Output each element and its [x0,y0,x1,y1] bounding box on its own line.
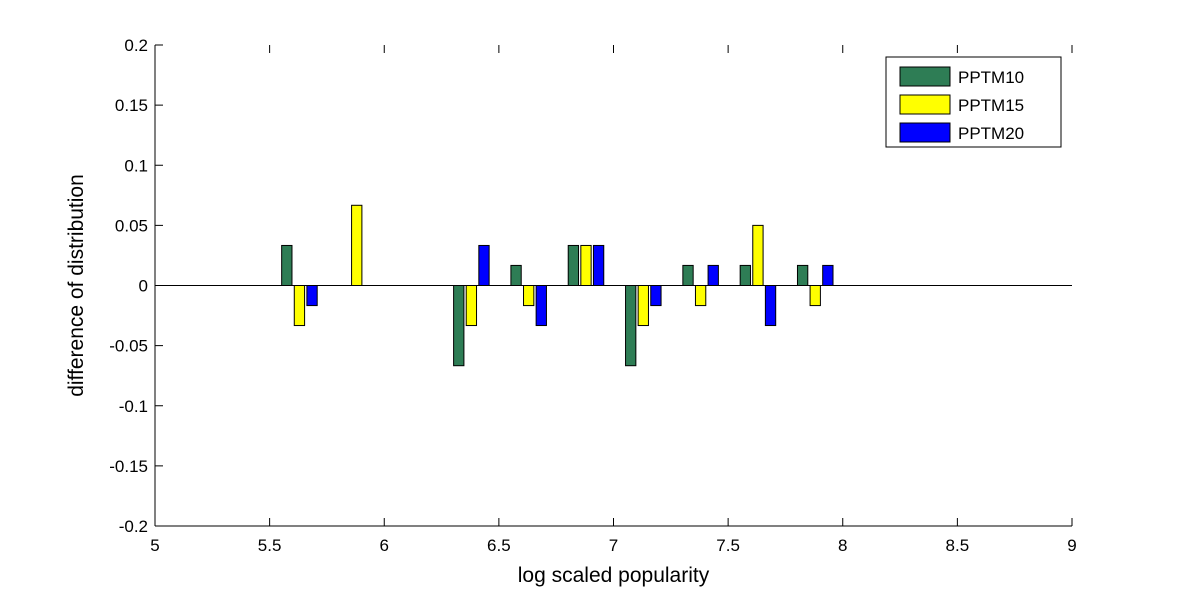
bar-pptm15-4 [580,244,592,287]
bar-pptm15-5 [637,285,649,327]
y-tick-label-3: 0.05 [115,216,148,235]
x-tick-label-6: 8 [838,536,847,555]
bar-pptm10-2 [510,264,522,287]
bar-pptm10-6 [739,264,751,287]
legend-label-pptm10: PPTM10 [958,68,1024,87]
bars-layer [281,204,834,367]
bar-pptm15-1 [351,204,363,286]
bar-pptm20-2 [535,285,547,327]
bar-pptm20-7 [822,264,834,287]
axes-layer: 5 5.5 6 6.5 7 7.5 8 8.5 9 0.2 0.15 0.1 0.05 0 -0.05 -0.… [109,36,1076,555]
legend-swatch-pptm10 [899,66,951,87]
bar-pptm15-6 [694,285,707,307]
y-tick-label-6: -0.1 [119,397,148,416]
bar-pptm20-6 [764,285,777,327]
bar-pptm15-2 [465,285,478,327]
x-tick-label-4: 7 [609,536,618,555]
y-tick-label-2: 0.1 [124,156,148,175]
x-axis-label: log scaled popularity [518,564,710,587]
bar-pptm20-3 [592,244,605,287]
x-tick-label-8: 9 [1067,536,1076,555]
x-tick-label-3: 6.5 [487,536,511,555]
legend-swatch-pptm15 [899,94,951,115]
bar-pptm10-3 [567,244,580,287]
bar-pptm10-4 [625,285,637,367]
bar-pptm10-1 [453,285,465,367]
x-tick-label-0: 5 [150,536,159,555]
legend: PPTM10 PPTM15 PPTM20 [885,56,1062,148]
y-tick-label-5: -0.05 [109,337,148,356]
bar-pptm10-0 [281,244,293,287]
legend-swatch-pptm20 [899,122,951,143]
y-tick-label-8: -0.2 [119,517,148,536]
bar-pptm15-3 [523,285,535,307]
legend-label-pptm20: PPTM20 [958,124,1024,143]
bar-pptm20-4 [650,285,662,307]
bar-pptm15-8 [809,285,821,307]
y-tick-label-4: 0 [139,277,148,296]
bar-pptm10-7 [796,264,809,287]
x-tick-label-7: 8.5 [946,536,970,555]
x-tick-label-5: 7.5 [716,536,740,555]
bar-pptm15-7 [752,224,764,287]
y-tick-label-1: 0.15 [115,96,148,115]
bar-pptm10-5 [682,264,694,287]
bar-pptm20-5 [707,264,719,287]
bar-pptm20-1 [478,244,490,287]
bar-pptm15-0 [293,285,306,327]
x-tick-label-2: 6 [380,536,389,555]
x-tick-label-1: 5.5 [258,536,282,555]
y-tick-label-0: 0.2 [124,36,148,55]
bar-pptm20-0 [306,285,318,307]
y-axis-label: difference of distribution [65,174,88,397]
legend-label-pptm15: PPTM15 [958,96,1024,115]
y-tick-label-7: -0.15 [109,457,148,476]
